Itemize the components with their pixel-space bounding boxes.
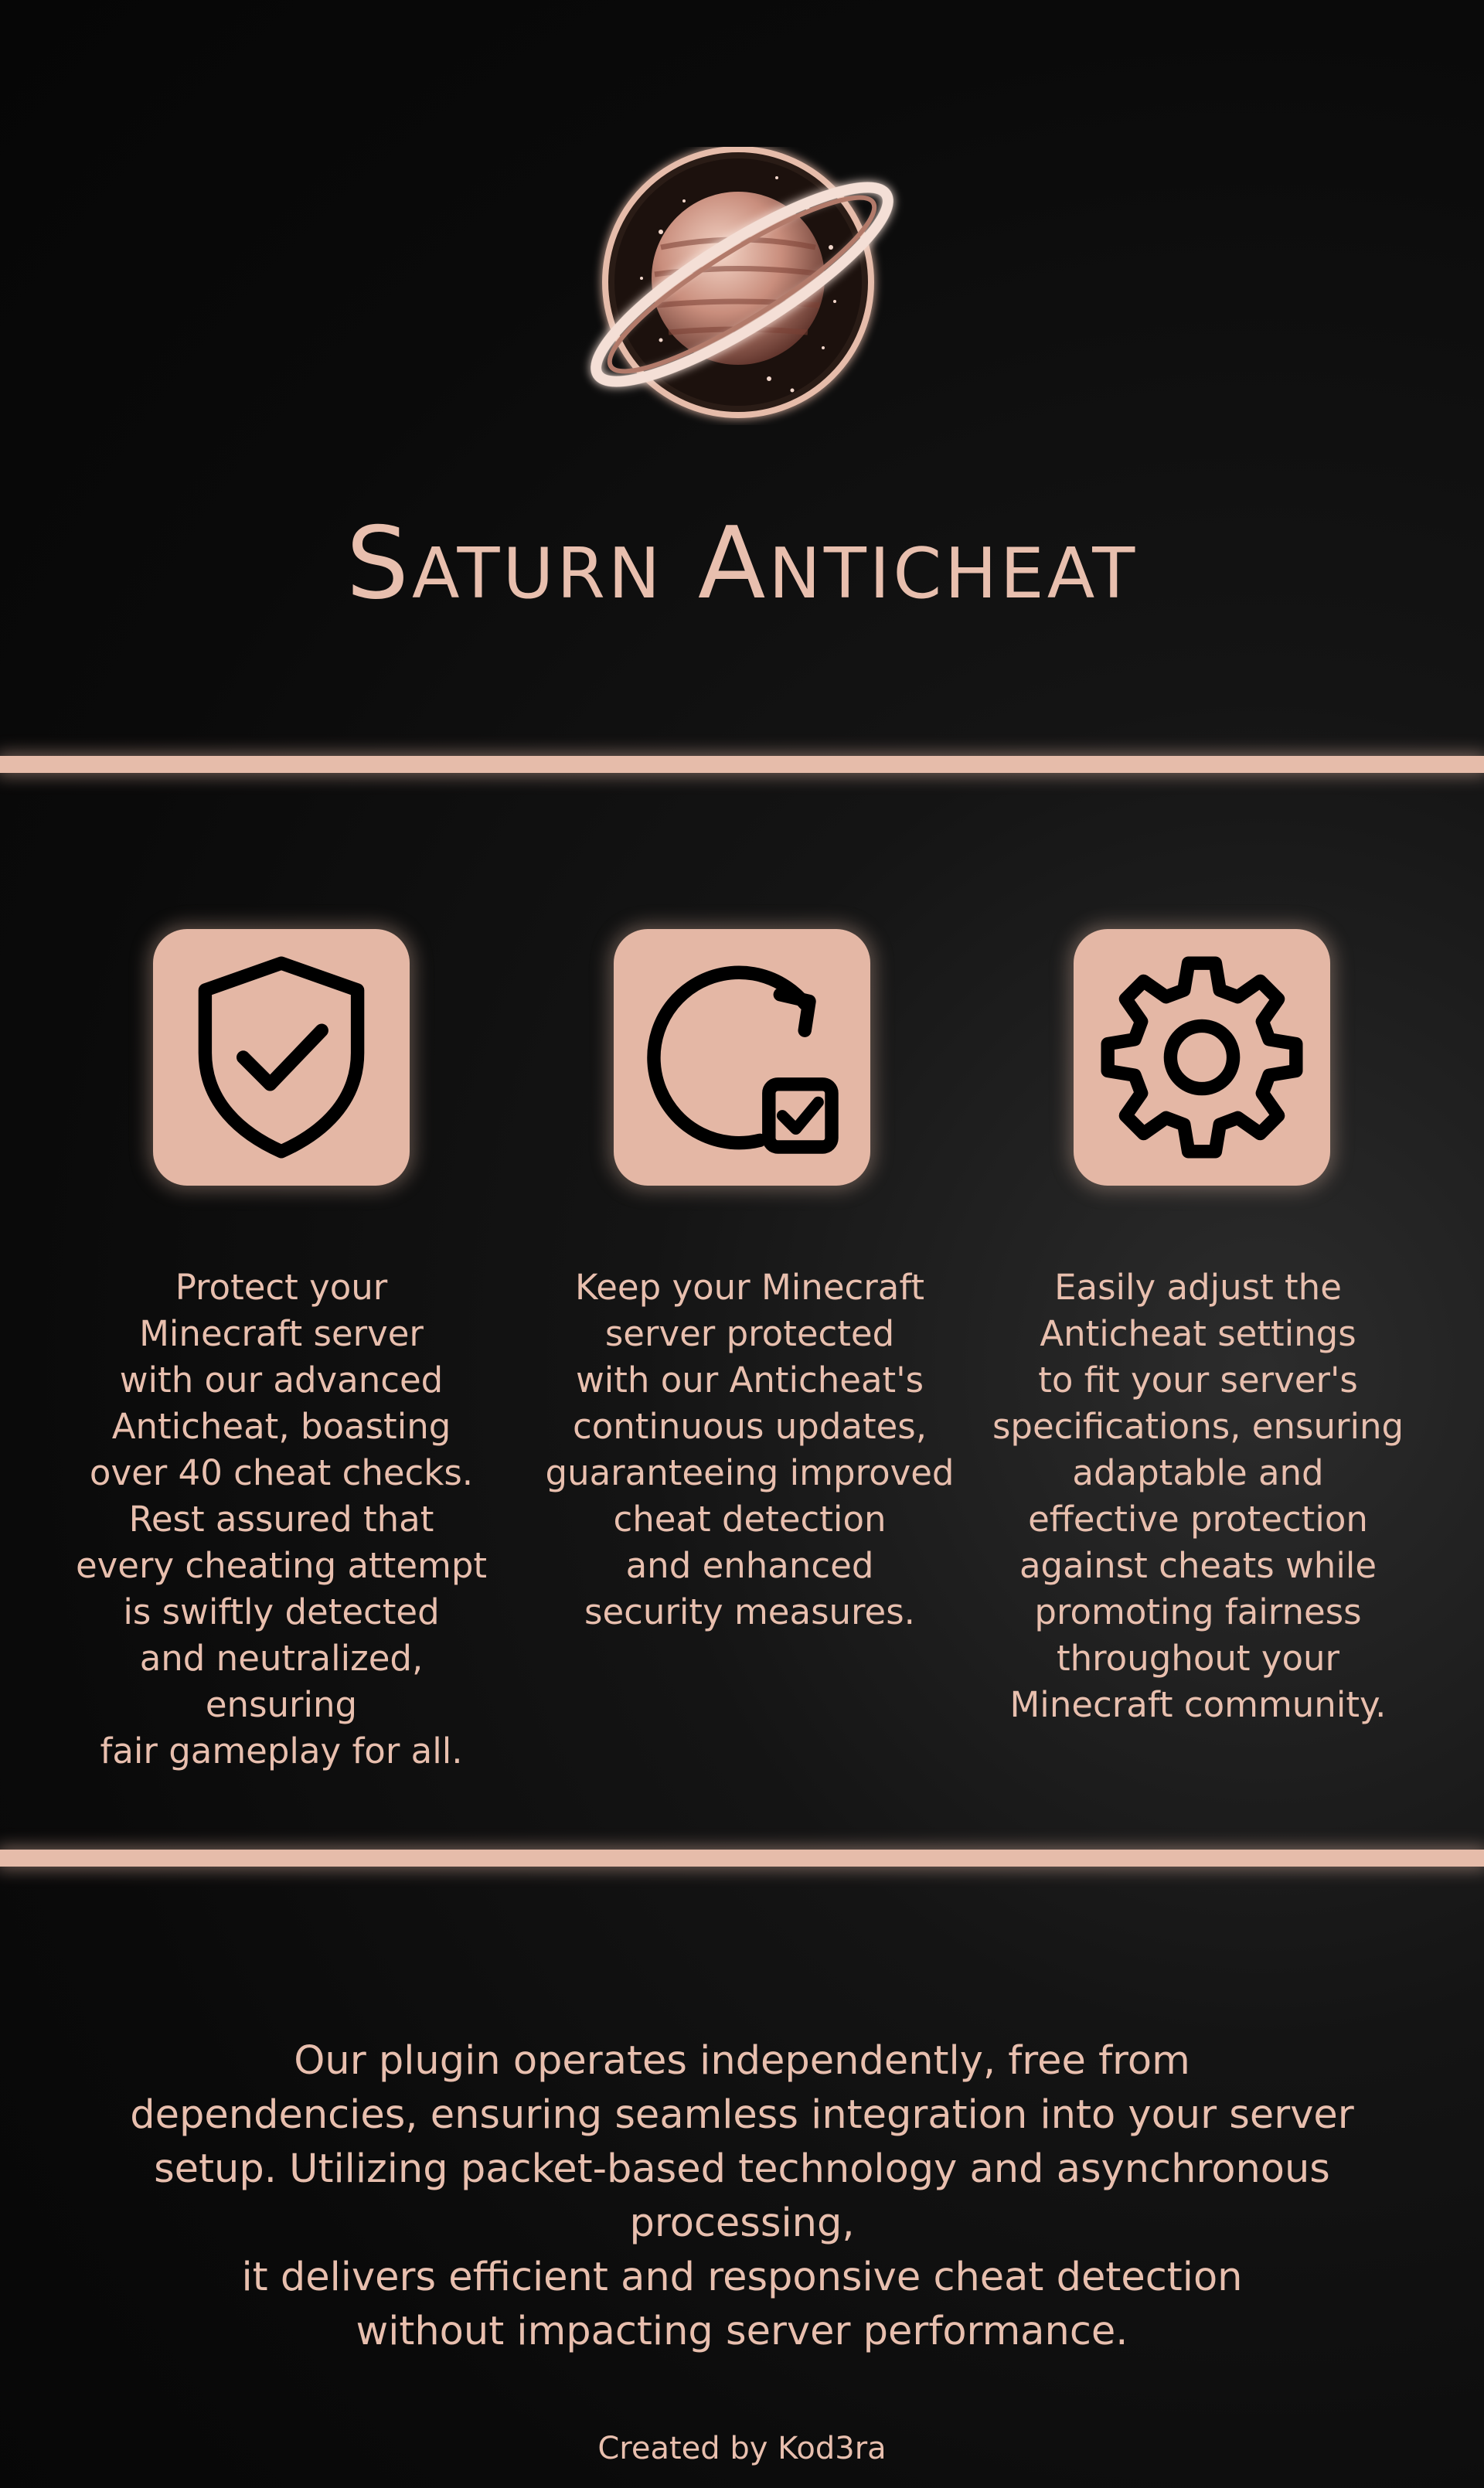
shield-check-icon — [198, 956, 365, 1159]
top-divider — [0, 756, 1484, 773]
credit-text: Created by Kod3ra — [597, 2431, 887, 2466]
feature-text-protection: Protect your Minecraft server with our a… — [75, 1267, 488, 1772]
gear-icon-tile — [1074, 929, 1330, 1186]
shield-check-icon-tile — [153, 929, 410, 1186]
feature-text-settings: Easily adjust the Anticheat settings to … — [992, 1267, 1404, 1725]
refresh-check-icon-tile — [614, 929, 870, 1186]
saturn-planet-logo — [591, 147, 893, 418]
gear-icon — [1101, 956, 1303, 1159]
summary-text: Our plugin operates independently, free … — [130, 2038, 1354, 2354]
bottom-divider — [0, 1850, 1484, 1867]
brand-title: Saturn Anticheat — [345, 506, 1139, 621]
refresh-check-icon — [647, 965, 839, 1154]
feature-text-updates: Keep your Minecraft server protected wit… — [545, 1267, 955, 1632]
